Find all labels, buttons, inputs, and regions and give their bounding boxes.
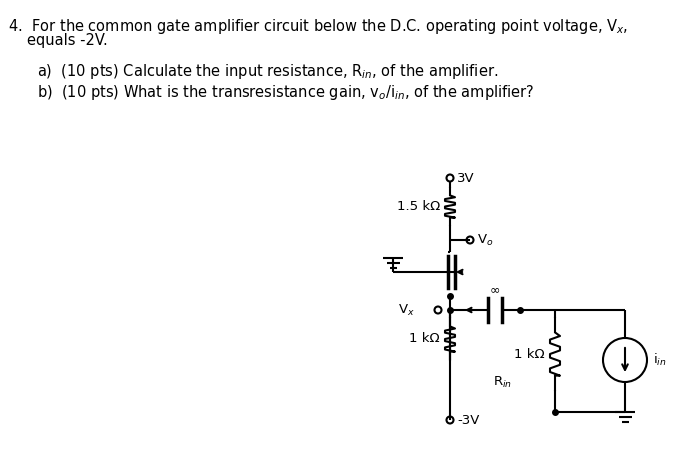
- Text: 1.5 kΩ: 1.5 kΩ: [397, 200, 440, 213]
- Text: ∞: ∞: [490, 283, 500, 296]
- Text: V$_x$: V$_x$: [398, 303, 415, 318]
- Text: 1 kΩ: 1 kΩ: [410, 332, 440, 345]
- Text: b)  (10 pts) What is the transresistance gain, v$_o$/i$_{in}$, of the amplifier?: b) (10 pts) What is the transresistance …: [37, 83, 535, 102]
- Text: -3V: -3V: [457, 414, 479, 427]
- Text: 3V: 3V: [457, 171, 475, 184]
- Text: a)  (10 pts) Calculate the input resistance, R$_{in}$, of the amplifier.: a) (10 pts) Calculate the input resistan…: [37, 62, 498, 81]
- Text: V$_o$: V$_o$: [477, 232, 494, 247]
- Text: R$_{in}$: R$_{in}$: [494, 375, 513, 390]
- Text: 4.  For the common gate amplifier circuit below the D.C. operating point voltage: 4. For the common gate amplifier circuit…: [8, 17, 629, 36]
- Text: i$_{in}$: i$_{in}$: [653, 352, 666, 368]
- Text: 1 kΩ: 1 kΩ: [515, 348, 545, 361]
- Text: equals -2V.: equals -2V.: [27, 33, 108, 48]
